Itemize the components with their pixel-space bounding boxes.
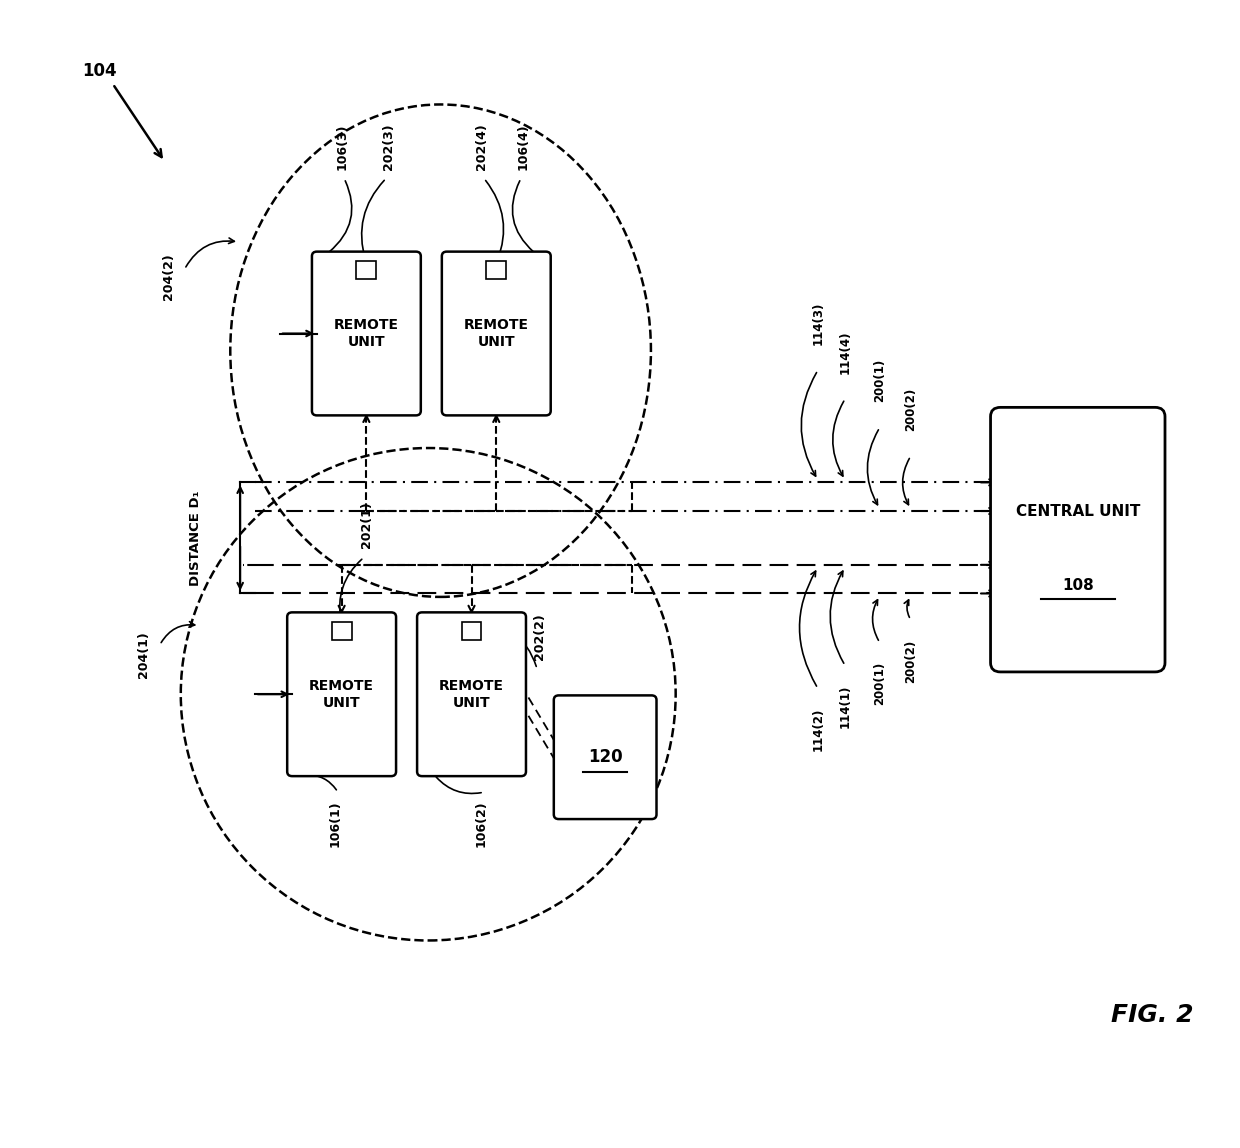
Text: 106(3): 106(3) [335, 124, 348, 170]
FancyBboxPatch shape [288, 612, 396, 776]
Text: REMOTE
UNIT: REMOTE UNIT [464, 318, 528, 349]
Text: 200(1): 200(1) [873, 662, 887, 705]
Text: 200(1): 200(1) [873, 359, 887, 402]
Text: 204(1): 204(1) [138, 630, 150, 677]
Text: REMOTE
UNIT: REMOTE UNIT [309, 678, 374, 709]
Text: 106(1): 106(1) [329, 800, 342, 847]
Text: 202(2): 202(2) [533, 613, 546, 660]
Bar [356, 261, 376, 279]
Text: FIG. 2: FIG. 2 [1111, 1003, 1193, 1027]
Text: 108: 108 [1061, 577, 1094, 594]
Text: 114(1): 114(1) [838, 685, 852, 729]
Text: 204(2): 204(2) [162, 253, 175, 300]
Text: 202(3): 202(3) [382, 124, 396, 170]
Text: REMOTE
UNIT: REMOTE UNIT [439, 678, 503, 709]
Text: 202(1): 202(1) [360, 502, 373, 549]
FancyBboxPatch shape [991, 408, 1166, 672]
Text: 114(3): 114(3) [811, 302, 825, 344]
Text: 104: 104 [82, 62, 117, 80]
FancyBboxPatch shape [312, 251, 420, 416]
Text: 200(2): 200(2) [904, 639, 918, 683]
Text: DISTANCE D₁: DISTANCE D₁ [190, 490, 202, 585]
Text: 202(4): 202(4) [475, 124, 487, 170]
FancyBboxPatch shape [554, 696, 656, 819]
Text: 114(4): 114(4) [838, 331, 852, 373]
Bar [486, 261, 506, 279]
Text: 200(2): 200(2) [904, 388, 918, 430]
Bar [332, 621, 351, 639]
Text: 106(2): 106(2) [475, 800, 487, 847]
FancyBboxPatch shape [441, 251, 551, 416]
FancyBboxPatch shape [417, 612, 526, 776]
Text: REMOTE
UNIT: REMOTE UNIT [334, 318, 399, 349]
Bar [461, 621, 481, 639]
Text: 114(2): 114(2) [811, 708, 825, 751]
Text: 106(4): 106(4) [517, 124, 529, 170]
Text: CENTRAL UNIT: CENTRAL UNIT [1016, 504, 1140, 519]
Text: 120: 120 [588, 748, 622, 766]
